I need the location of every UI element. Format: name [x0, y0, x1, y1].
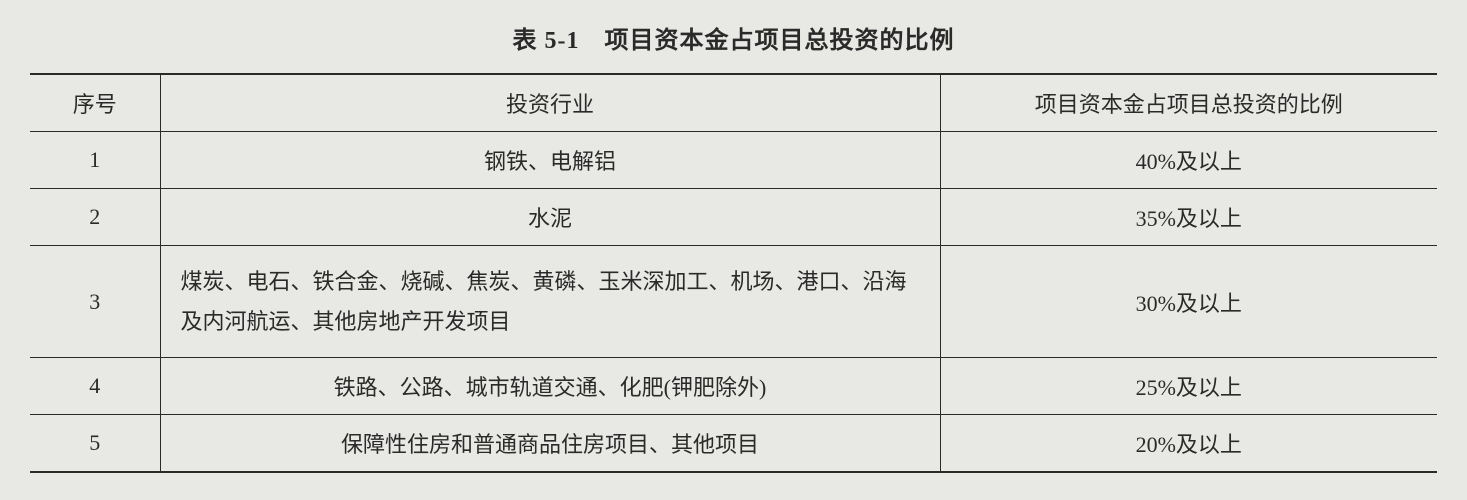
cell-industry: 铁路、公路、城市轨道交通、化肥(钾肥除外) — [160, 358, 940, 415]
cell-seq: 3 — [30, 246, 160, 358]
cell-ratio: 25%及以上 — [940, 358, 1437, 415]
table-row: 1 钢铁、电解铝 40%及以上 — [30, 132, 1437, 189]
cell-industry: 煤炭、电石、铁合金、烧碱、焦炭、黄磷、玉米深加工、机场、港口、沿海及内河航运、其… — [160, 246, 940, 358]
col-header-ratio: 项目资本金占项目总投资的比例 — [940, 74, 1437, 132]
cell-ratio: 35%及以上 — [940, 189, 1437, 246]
table-title: 表 5-1 项目资本金占项目总投资的比例 — [30, 20, 1437, 55]
col-header-seq: 序号 — [30, 74, 160, 132]
table-row: 3 煤炭、电石、铁合金、烧碱、焦炭、黄磷、玉米深加工、机场、港口、沿海及内河航运… — [30, 246, 1437, 358]
table-header-row: 序号 投资行业 项目资本金占项目总投资的比例 — [30, 74, 1437, 132]
table-row: 4 铁路、公路、城市轨道交通、化肥(钾肥除外) 25%及以上 — [30, 358, 1437, 415]
cell-ratio: 30%及以上 — [940, 246, 1437, 358]
cell-seq: 4 — [30, 358, 160, 415]
table-row: 2 水泥 35%及以上 — [30, 189, 1437, 246]
cell-seq: 2 — [30, 189, 160, 246]
col-header-industry: 投资行业 — [160, 74, 940, 132]
capital-ratio-table: 序号 投资行业 项目资本金占项目总投资的比例 1 钢铁、电解铝 40%及以上 2… — [30, 73, 1437, 473]
cell-ratio: 40%及以上 — [940, 132, 1437, 189]
cell-industry: 钢铁、电解铝 — [160, 132, 940, 189]
table-row: 5 保障性住房和普通商品住房项目、其他项目 20%及以上 — [30, 415, 1437, 473]
cell-ratio: 20%及以上 — [940, 415, 1437, 473]
cell-industry: 水泥 — [160, 189, 940, 246]
cell-industry: 保障性住房和普通商品住房项目、其他项目 — [160, 415, 940, 473]
cell-seq: 5 — [30, 415, 160, 473]
cell-seq: 1 — [30, 132, 160, 189]
